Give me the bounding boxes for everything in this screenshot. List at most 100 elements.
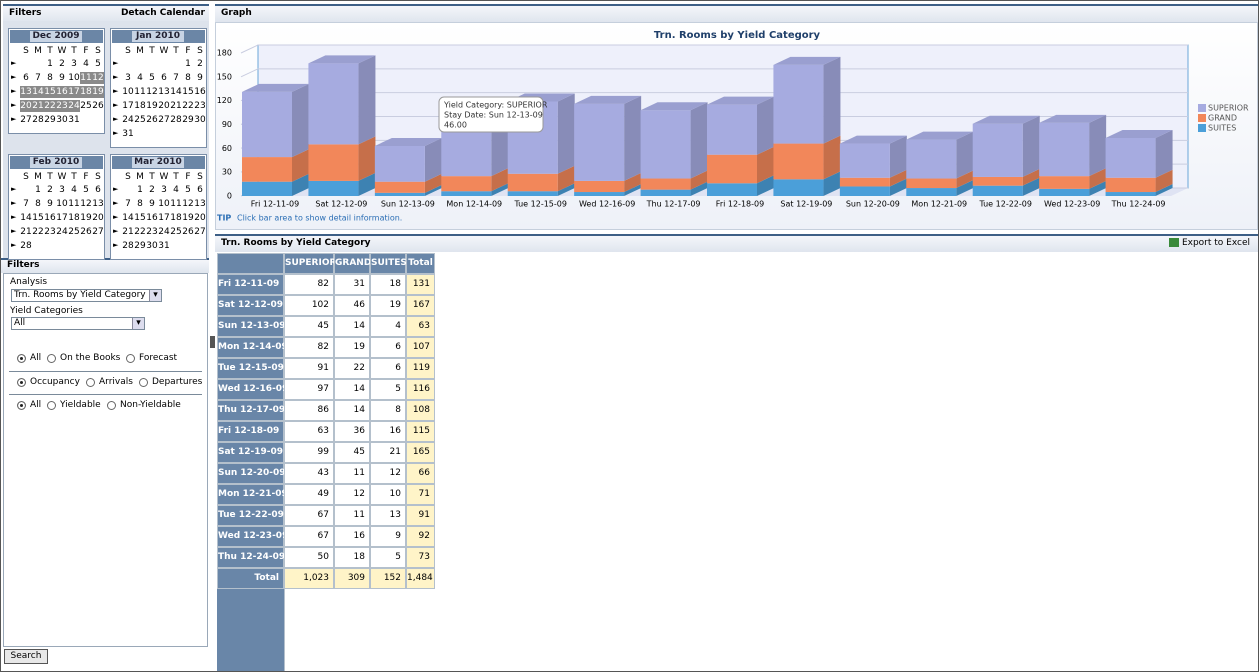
day[interactable]: 2 — [146, 184, 158, 196]
day[interactable]: 12 — [92, 72, 104, 84]
day[interactable]: 21 — [170, 100, 182, 112]
day[interactable]: 3 — [122, 72, 134, 84]
day[interactable]: 8 — [134, 198, 146, 210]
day[interactable]: 13 — [158, 86, 170, 98]
day[interactable]: 12 — [182, 198, 194, 210]
day[interactable]: 7 — [20, 198, 32, 210]
radio[interactable] — [126, 354, 135, 363]
day[interactable]: 20 — [20, 100, 32, 112]
day[interactable]: 22 — [32, 226, 44, 238]
day[interactable]: 11 — [170, 198, 182, 210]
day[interactable]: 17 — [158, 212, 170, 224]
day[interactable]: 11 — [80, 72, 92, 84]
day[interactable]: 10 — [158, 198, 170, 210]
export-excel[interactable]: Export to Excel — [1169, 238, 1250, 248]
export-label[interactable]: Export to Excel — [1182, 238, 1250, 248]
day[interactable]: 8 — [182, 72, 194, 84]
day[interactable]: 11 — [134, 86, 146, 98]
day[interactable]: 27 — [20, 114, 32, 126]
day[interactable]: 18 — [68, 212, 80, 224]
day[interactable]: 30 — [194, 114, 206, 126]
day[interactable]: 8 — [32, 198, 44, 210]
day[interactable]: 3 — [158, 184, 170, 196]
day[interactable]: 24 — [122, 114, 134, 126]
day[interactable]: 23 — [146, 226, 158, 238]
day[interactable]: 1 — [44, 58, 56, 70]
radio[interactable] — [139, 378, 148, 387]
day[interactable]: 24 — [158, 226, 170, 238]
radio[interactable] — [17, 354, 26, 363]
day[interactable]: 28 — [170, 114, 182, 126]
day[interactable]: 10 — [68, 72, 80, 84]
radio[interactable] — [47, 354, 56, 363]
day[interactable]: 22 — [134, 226, 146, 238]
day[interactable]: 29 — [134, 240, 146, 252]
day[interactable]: 4 — [170, 184, 182, 196]
detach-calendar[interactable]: Detach Calendar — [121, 8, 205, 18]
day[interactable]: 26 — [182, 226, 194, 238]
day[interactable]: 20 — [194, 212, 206, 224]
day[interactable]: 1 — [182, 58, 194, 70]
day[interactable]: 13 — [20, 86, 32, 98]
day[interactable]: 18 — [170, 212, 182, 224]
yield-select[interactable]: All▾ — [11, 317, 145, 330]
analysis-select[interactable]: Trn. Rooms by Yield Category▾ — [11, 289, 162, 302]
day[interactable]: 31 — [122, 128, 134, 140]
day[interactable]: 1 — [134, 184, 146, 196]
search-button[interactable]: Search — [4, 649, 48, 664]
day[interactable]: 7 — [170, 72, 182, 84]
day[interactable]: 19 — [80, 212, 92, 224]
day[interactable]: 14 — [122, 212, 134, 224]
day[interactable]: 6 — [20, 72, 32, 84]
day[interactable]: 4 — [68, 184, 80, 196]
day[interactable]: 10 — [122, 86, 134, 98]
day[interactable]: 28 — [20, 240, 32, 252]
radio[interactable] — [17, 401, 26, 410]
day[interactable]: 31 — [68, 114, 80, 126]
day[interactable]: 27 — [194, 226, 206, 238]
day[interactable]: 14 — [32, 86, 44, 98]
day[interactable]: 9 — [44, 198, 56, 210]
day[interactable]: 25 — [68, 226, 80, 238]
day[interactable]: 5 — [182, 184, 194, 196]
day[interactable]: 20 — [92, 212, 104, 224]
day[interactable]: 4 — [134, 72, 146, 84]
day[interactable]: 12 — [146, 86, 158, 98]
day[interactable]: 15 — [134, 212, 146, 224]
day[interactable]: 7 — [32, 72, 44, 84]
day[interactable]: 21 — [32, 100, 44, 112]
day[interactable]: 15 — [44, 86, 56, 98]
day[interactable]: 18 — [134, 100, 146, 112]
day[interactable]: 22 — [182, 100, 194, 112]
day[interactable]: 6 — [158, 72, 170, 84]
day[interactable]: 23 — [44, 226, 56, 238]
day[interactable]: 26 — [92, 100, 104, 112]
day[interactable]: 19 — [182, 212, 194, 224]
day[interactable]: 3 — [68, 58, 80, 70]
day[interactable]: 29 — [182, 114, 194, 126]
radio[interactable] — [17, 378, 26, 387]
day[interactable]: 22 — [44, 100, 56, 112]
day[interactable]: 21 — [20, 226, 32, 238]
day[interactable]: 15 — [32, 212, 44, 224]
day[interactable]: 9 — [194, 72, 206, 84]
day[interactable]: 24 — [56, 226, 68, 238]
day[interactable]: 7 — [122, 198, 134, 210]
day[interactable]: 13 — [194, 198, 206, 210]
day[interactable]: 15 — [182, 86, 194, 98]
day[interactable]: 5 — [146, 72, 158, 84]
day[interactable]: 12 — [80, 198, 92, 210]
day[interactable]: 25 — [80, 100, 92, 112]
radio[interactable] — [107, 401, 116, 410]
day[interactable]: 9 — [56, 72, 68, 84]
day[interactable]: 26 — [146, 114, 158, 126]
day[interactable]: 27 — [92, 226, 104, 238]
day[interactable]: 20 — [158, 100, 170, 112]
day[interactable]: 24 — [68, 100, 80, 112]
day[interactable]: 5 — [80, 184, 92, 196]
day[interactable]: 6 — [194, 184, 206, 196]
day[interactable]: 2 — [44, 184, 56, 196]
day[interactable]: 6 — [92, 184, 104, 196]
day[interactable]: 10 — [56, 198, 68, 210]
day[interactable]: 21 — [122, 226, 134, 238]
